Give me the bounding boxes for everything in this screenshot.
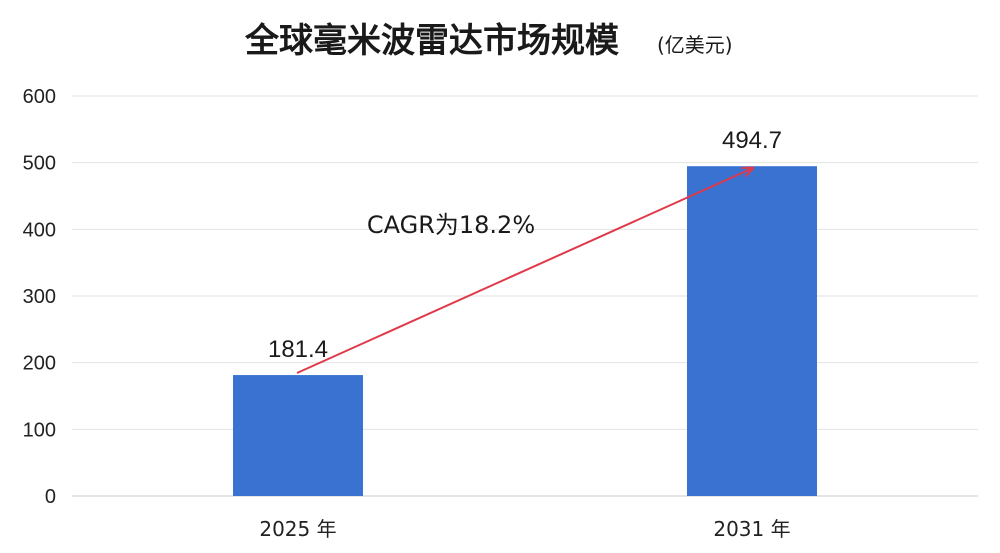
cagr-arrow [296,168,753,374]
y-tick-label: 200 [23,353,56,375]
y-tick-label: 500 [23,153,56,175]
x-category-label: 2031 年 [713,517,790,541]
chart-unit: (亿美元) [657,33,733,57]
y-axis-ticks: 0 100 200 300 400 500 600 [23,86,56,508]
y-tick-label: 300 [23,286,56,308]
x-category-label: 2025 年 [259,517,336,541]
bars [233,166,817,496]
y-tick-label: 600 [23,86,56,108]
data-label: 181.4 [268,336,328,363]
x-axis-categories: 2025 年 2031 年 [259,517,790,541]
y-tick-label: 400 [23,219,56,241]
gridlines [72,95,978,497]
y-tick-label: 100 [23,419,56,441]
cagr-annotation: CAGR为18.2% [367,211,535,239]
bar [687,166,817,496]
y-tick-label: 0 [45,486,56,508]
data-labels: 181.4 494.7 [268,127,782,363]
chart-title: 全球毫米波雷达市场规模 [244,21,619,61]
bar [233,375,363,496]
data-label: 494.7 [722,127,782,154]
